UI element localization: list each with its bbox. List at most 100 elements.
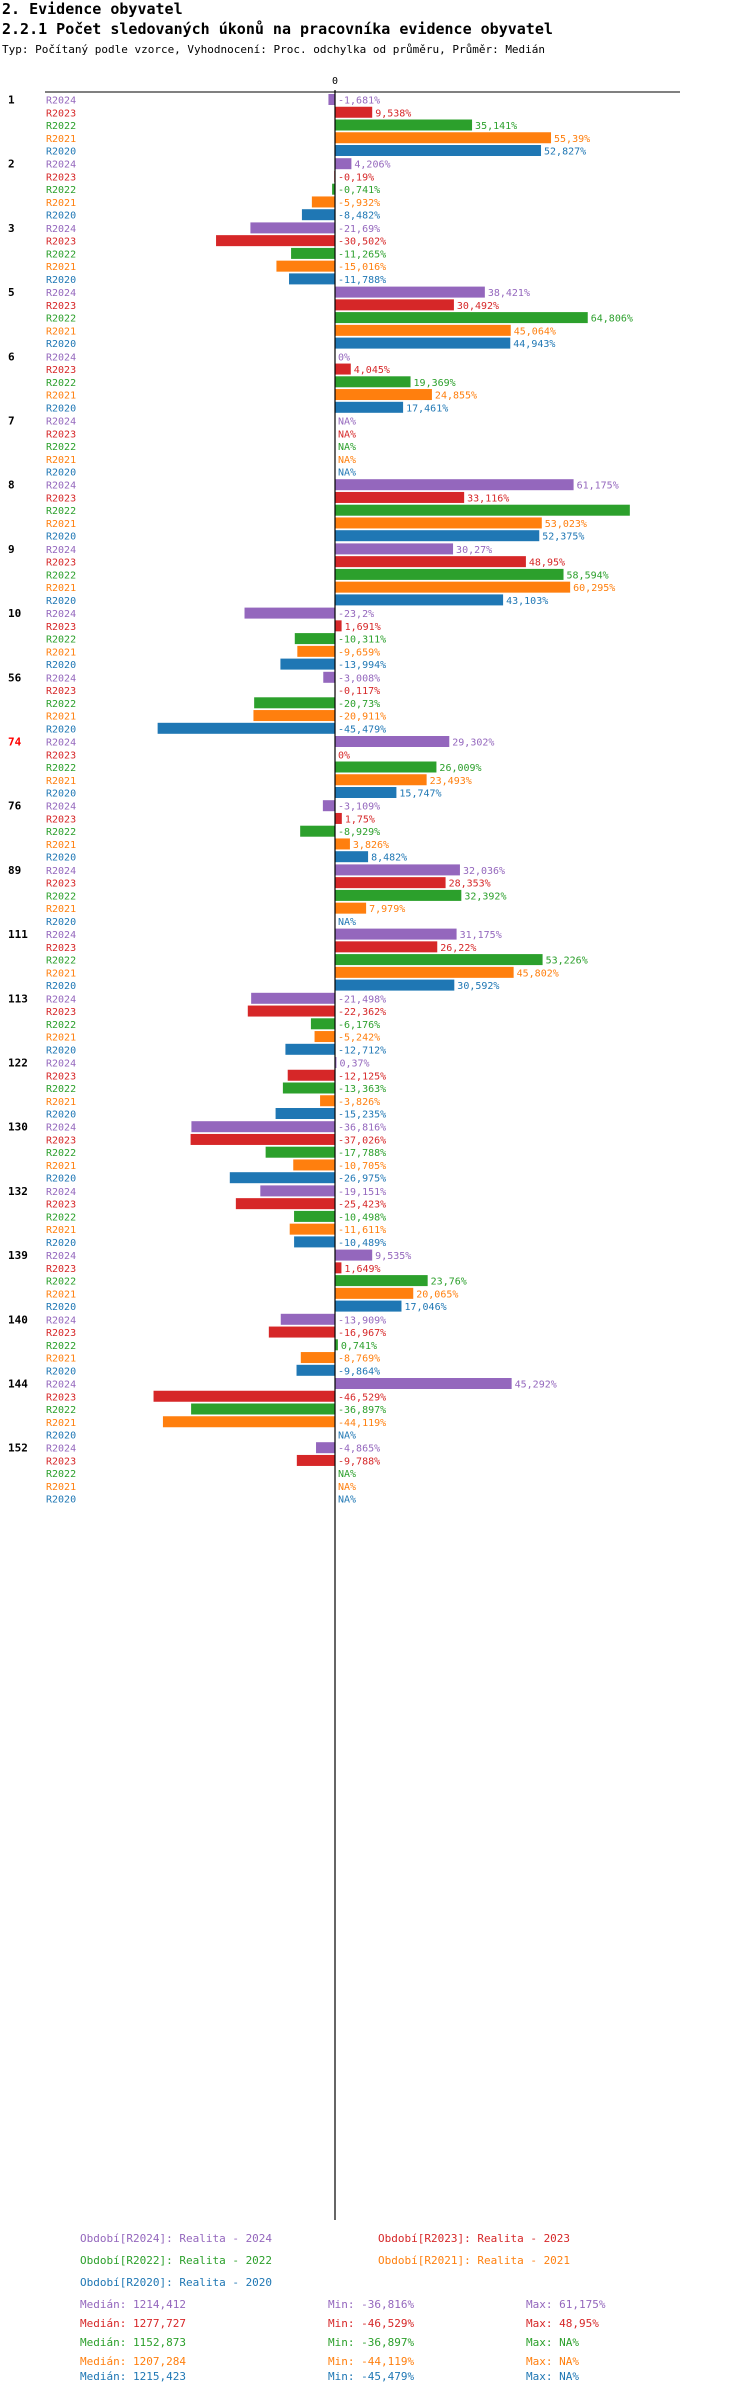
value-label-9-r2020: 43,103% — [506, 596, 548, 607]
bar-6-r2022 — [335, 376, 411, 388]
bar-10-r2020 — [280, 658, 335, 670]
value-label-122-r2022: -13,363% — [338, 1084, 386, 1095]
value-label-56-r2024: -3,008% — [338, 673, 380, 684]
value-label-10-r2024: -23,2% — [338, 609, 374, 620]
value-label-111-r2024: 31,175% — [460, 930, 502, 941]
legend-period-r2024: Období[R2024]: Realita - 2024 — [80, 2232, 273, 2245]
bar-140-r2020 — [296, 1364, 335, 1376]
legend-median-r2021: Medián: 1207,284 — [80, 2355, 186, 2368]
value-label-130-r2024: -36,816% — [338, 1123, 386, 1134]
series-label-2-r2021: R2021 — [46, 198, 76, 209]
value-label-152-r2024: -4,865% — [338, 1444, 380, 1455]
bar-122-r2023 — [287, 1069, 335, 1081]
bar-144-r2022 — [191, 1403, 335, 1415]
group-label-7: 7 — [8, 415, 15, 428]
group-label-3: 3 — [8, 222, 15, 235]
bar-130-r2022 — [265, 1146, 335, 1158]
value-label-5-r2023: 30,492% — [457, 301, 499, 312]
value-label-2-r2020: -8,482% — [338, 211, 380, 222]
bar-113-r2020 — [285, 1043, 335, 1055]
bar-139-r2024 — [335, 1249, 373, 1261]
value-label-139-r2023: 1,649% — [344, 1264, 380, 1275]
series-label-1-r2023: R2023 — [46, 108, 76, 119]
series-label-2-r2020: R2020 — [46, 211, 76, 222]
bar-113-r2023 — [247, 1005, 335, 1017]
value-label-56-r2021: -20,911% — [338, 712, 386, 723]
legend-max-r2022: Max: NA% — [526, 2336, 579, 2349]
zero-tick-label: 0 — [332, 76, 338, 87]
bar-8-r2022 — [335, 504, 630, 516]
bar-132-r2020 — [294, 1236, 335, 1248]
group-label-111: 111 — [8, 928, 28, 941]
bar-9-r2023 — [335, 556, 526, 568]
bar-130-r2020 — [229, 1172, 335, 1184]
bar-122-r2022 — [282, 1082, 335, 1094]
series-label-152-r2020: R2020 — [46, 1495, 76, 1506]
series-label-5-r2020: R2020 — [46, 339, 76, 350]
value-label-111-r2021: 45,802% — [517, 968, 559, 979]
series-label-6-r2023: R2023 — [46, 365, 76, 376]
value-label-139-r2024: 9,535% — [375, 1251, 411, 1262]
series-label-113-r2024: R2024 — [46, 994, 76, 1005]
value-label-2-r2023: -0,19% — [338, 172, 374, 183]
value-label-3-r2023: -30,502% — [338, 237, 386, 248]
bar-139-r2022 — [335, 1275, 428, 1287]
value-label-3-r2024: -21,69% — [338, 224, 380, 235]
series-label-8-r2024: R2024 — [46, 481, 76, 492]
value-label-74-r2021: 23,493% — [430, 776, 472, 787]
group-label-5: 5 — [8, 286, 15, 299]
group-label-113: 113 — [8, 992, 28, 1005]
value-label-76-r2021: 3,826% — [353, 840, 389, 851]
legend-period-r2021: Období[R2021]: Realita - 2021 — [378, 2254, 571, 2267]
series-label-74-r2023: R2023 — [46, 750, 76, 761]
series-label-140-r2022: R2022 — [46, 1341, 76, 1352]
series-label-140-r2021: R2021 — [46, 1354, 76, 1365]
series-label-152-r2022: R2022 — [46, 1469, 76, 1480]
value-label-74-r2020: 15,747% — [399, 789, 441, 800]
series-label-74-r2022: R2022 — [46, 763, 76, 774]
value-label-9-r2022: 58,594% — [567, 570, 609, 581]
series-label-140-r2020: R2020 — [46, 1366, 76, 1377]
bar-140-r2023 — [268, 1326, 335, 1338]
value-label-144-r2024: 45,292% — [515, 1380, 557, 1391]
series-label-5-r2022: R2022 — [46, 314, 76, 325]
series-label-10-r2021: R2021 — [46, 647, 76, 658]
value-label-144-r2022: -36,897% — [338, 1405, 386, 1416]
series-label-89-r2022: R2022 — [46, 891, 76, 902]
value-label-5-r2020: 44,943% — [513, 339, 555, 350]
bar-3-r2023 — [216, 235, 335, 247]
series-label-6-r2021: R2021 — [46, 391, 76, 402]
value-label-140-r2024: -13,909% — [338, 1315, 386, 1326]
bar-152-r2024 — [316, 1442, 335, 1454]
bar-1-r2021 — [335, 132, 552, 144]
value-label-140-r2022: 0,741% — [341, 1341, 377, 1352]
series-label-9-r2020: R2020 — [46, 596, 76, 607]
series-label-76-r2021: R2021 — [46, 840, 76, 851]
series-label-56-r2022: R2022 — [46, 699, 76, 710]
value-label-122-r2020: -15,235% — [338, 1110, 386, 1121]
bar-89-r2021 — [335, 902, 367, 914]
series-label-5-r2021: R2021 — [46, 326, 76, 337]
value-label-140-r2023: -16,967% — [338, 1328, 386, 1339]
series-label-139-r2023: R2023 — [46, 1264, 76, 1275]
series-label-1-r2021: R2021 — [46, 134, 76, 145]
series-label-5-r2024: R2024 — [46, 288, 76, 299]
value-label-1-r2020: 52,827% — [544, 147, 586, 158]
series-label-74-r2024: R2024 — [46, 738, 76, 749]
bar-111-r2022 — [335, 954, 543, 966]
legend-max-r2021: Max: NA% — [526, 2355, 579, 2368]
group-label-6: 6 — [8, 350, 15, 363]
series-label-10-r2020: R2020 — [46, 660, 76, 671]
value-label-144-r2020: NA% — [338, 1431, 356, 1442]
group-label-144: 144 — [8, 1378, 28, 1391]
bar-3-r2021 — [276, 260, 335, 272]
series-label-56-r2024: R2024 — [46, 673, 76, 684]
value-label-1-r2024: -1,681% — [338, 96, 380, 107]
value-label-113-r2022: -6,176% — [338, 1020, 380, 1031]
bar-111-r2021 — [335, 966, 514, 978]
bar-8-r2023 — [335, 491, 465, 503]
value-label-140-r2021: -8,769% — [338, 1354, 380, 1365]
series-label-3-r2022: R2022 — [46, 249, 76, 260]
legend-median-r2024: Medián: 1214,412 — [80, 2298, 186, 2311]
bar-132-r2024 — [260, 1185, 335, 1197]
